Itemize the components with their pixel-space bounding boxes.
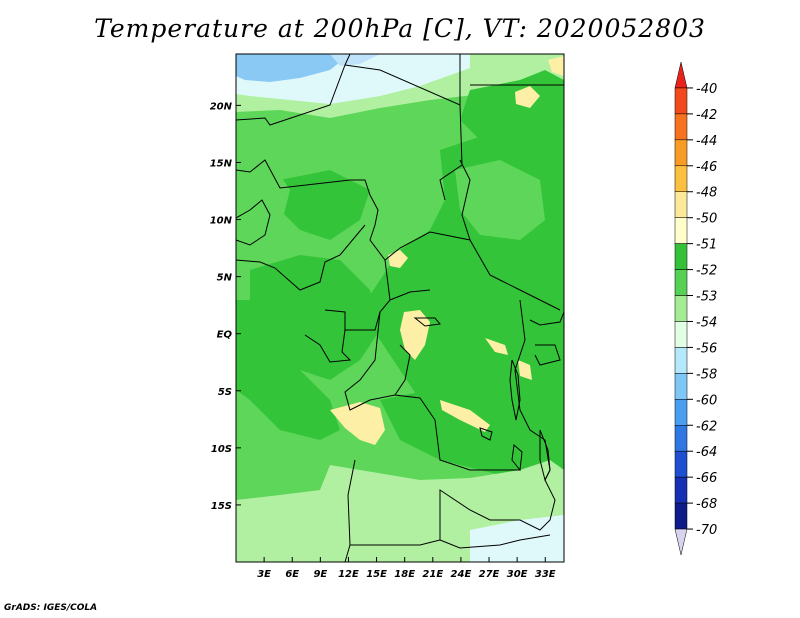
colorbar-label: -62: [696, 419, 717, 434]
lat-label: 15S: [211, 501, 232, 512]
map-frame: [235, 53, 565, 563]
colorbar-label: -48: [696, 186, 717, 201]
warm-patch-7: [548, 56, 564, 76]
lat-label: 15N: [210, 158, 233, 169]
colorbar-swatch: [674, 502, 688, 530]
colorbar-swatch: [674, 113, 688, 141]
field-southwest-mid: [236, 448, 330, 500]
colorbar-swatch: [674, 217, 688, 244]
colorbar-swatch: [674, 191, 688, 218]
lon-label: 18E: [394, 569, 415, 580]
lat-label: 5S: [218, 387, 232, 398]
colorbar-swatch: [674, 295, 688, 322]
colorbar: -40 -42 -44 -46 -48 -50 -51 -52 -53 -54 -56 -58 -60 -…: [674, 61, 717, 556]
lon-label: 33E: [535, 569, 556, 580]
field-north-blue: [236, 54, 350, 82]
lon-label: 21E: [422, 569, 443, 580]
colorbar-swatch: [674, 528, 688, 556]
colorbar-label: -46: [696, 160, 717, 175]
colorbar-label: -70: [696, 523, 717, 538]
field-midgreen-nw: [236, 160, 290, 240]
lon-label: 27E: [479, 569, 500, 580]
lakes: [413, 317, 551, 482]
colorbar-label: -64: [696, 445, 717, 460]
colorbar-swatch: [674, 373, 688, 400]
colorbar-label: -42: [696, 108, 717, 123]
warm-patch-4: [440, 400, 490, 432]
colorbar-swatch: [674, 321, 688, 348]
credit-label: GrADS: IGES/COLA: [4, 603, 98, 613]
lon-label: 9E: [313, 569, 327, 580]
lon-label: 24E: [451, 569, 472, 580]
lat-label: 5N: [217, 273, 233, 284]
colorbar-swatch: [674, 476, 688, 504]
field-south-cyan: [470, 515, 564, 562]
colorbar-label: -50: [696, 212, 717, 227]
lat-label: EQ: [217, 330, 233, 341]
colorbar-swatch: [674, 165, 688, 192]
colorbar-label: -52: [696, 264, 717, 279]
colorbar-swatch: [674, 450, 688, 478]
colorbar-swatch: [674, 269, 688, 296]
colorbar-label: -54: [696, 315, 717, 330]
lat-label: 20N: [210, 101, 233, 112]
country-boundaries: [236, 54, 564, 562]
warm-patch-5: [485, 338, 508, 355]
colorbar-swatch: [674, 87, 688, 115]
field-darkgreen-south: [380, 390, 520, 470]
colorbar-label: -60: [696, 393, 717, 408]
colorbar-label: -66: [696, 471, 717, 486]
longitude-axis: 3E 6E 9E 12E 15E 18E 21E 24E 27E 30E 33E: [257, 557, 556, 580]
colorbar-swatch: [674, 425, 688, 452]
lon-label: 3E: [257, 569, 271, 580]
field-south-mid2: [350, 480, 440, 530]
colorbar-swatch: [674, 139, 688, 167]
lon-label: 6E: [285, 569, 299, 580]
colorbar-label: -44: [696, 134, 717, 149]
lat-label: 10S: [211, 444, 232, 455]
field-darkgreen-ne: [460, 70, 564, 140]
field-darkgreen-north: [280, 170, 370, 240]
map-panel: [236, 54, 564, 562]
warm-patch-2: [388, 250, 408, 268]
warm-patch-8: [518, 360, 532, 380]
colorbar-swatch: [674, 399, 688, 426]
lon-label: 15E: [366, 569, 387, 580]
map-title: Temperature at 200hPa [C], VT: 202005280…: [94, 14, 706, 43]
colorbar-label: -68: [696, 497, 717, 512]
latitude-axis: 20N 15N 10N 5N EQ 5S 10S 15S: [210, 101, 241, 512]
colorbar-swatch: [674, 61, 688, 89]
lat-label: 10N: [210, 216, 233, 227]
field-north-blue2: [330, 54, 380, 66]
colorbar-label: -53: [696, 290, 717, 305]
warm-patch-3: [330, 402, 385, 445]
lon-label: 12E: [338, 569, 359, 580]
colorbar-swatch: [674, 243, 688, 270]
colorbar-label: -40: [696, 82, 717, 97]
colorbar-label: -51: [696, 238, 717, 253]
warm-patch-6: [515, 86, 540, 108]
field-darkgreen-west: [236, 300, 340, 440]
lon-label: 30E: [507, 569, 528, 580]
colorbar-swatch: [674, 347, 688, 374]
field-midgreen-ne: [455, 160, 545, 240]
colorbar-label: -56: [696, 341, 717, 356]
warm-patch-1: [400, 310, 430, 360]
colorbar-label: -58: [696, 367, 717, 382]
